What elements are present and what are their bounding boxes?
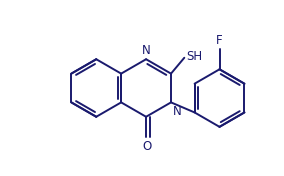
Text: N: N — [142, 44, 151, 57]
Text: F: F — [216, 34, 223, 47]
Text: SH: SH — [186, 50, 202, 63]
Text: N: N — [173, 105, 182, 118]
Text: O: O — [143, 140, 152, 153]
